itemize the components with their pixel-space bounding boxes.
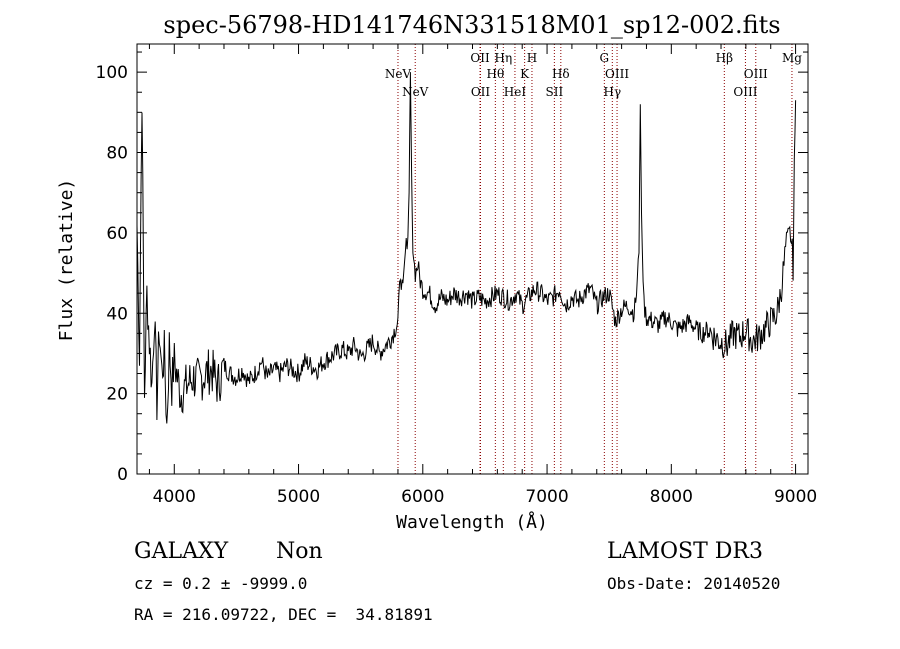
line-marker-label: OII bbox=[470, 51, 490, 65]
spectrum-line bbox=[136, 72, 797, 424]
line-marker-label: Hη bbox=[494, 51, 512, 65]
x-tick-label: 5000 bbox=[277, 487, 320, 507]
x-axis-label: Wavelength (Å) bbox=[396, 511, 548, 533]
x-tick-label: 8000 bbox=[650, 487, 693, 507]
line-marker-label: HeI bbox=[504, 85, 527, 99]
y-tick-label: 100 bbox=[96, 63, 128, 83]
line-marker-label: SII bbox=[546, 85, 564, 99]
redshift-cz: cz = 0.2 ± -9999.0 bbox=[134, 574, 307, 593]
x-axis-ticks: 4000 5000 6000 7000 8000 9000 bbox=[148, 44, 817, 507]
y-tick-label: 0 bbox=[117, 465, 128, 485]
survey-name: LAMOST DR3 bbox=[607, 539, 763, 564]
line-marker-label: NeV bbox=[402, 85, 429, 99]
x-tick-label: 6000 bbox=[401, 487, 444, 507]
line-marker-label: OIII bbox=[744, 67, 768, 81]
coordinates: RA = 216.09722, DEC = 34.81891 bbox=[134, 605, 433, 624]
y-axis-label: Flux (relative) bbox=[56, 179, 77, 342]
line-marker-label: Hδ bbox=[552, 67, 570, 81]
line-marker-label: Hβ bbox=[716, 51, 733, 65]
y-tick-label: 40 bbox=[106, 304, 128, 324]
y-tick-label: 80 bbox=[106, 144, 128, 164]
line-marker-label: OII bbox=[471, 85, 491, 99]
y-tick-label: 20 bbox=[106, 385, 128, 405]
observation-date: Obs-Date: 20140520 bbox=[607, 574, 780, 593]
line-marker-label: H bbox=[527, 51, 537, 65]
x-tick-label: 7000 bbox=[525, 487, 568, 507]
y-axis-ticks: 0 20 40 60 80 100 bbox=[96, 51, 808, 485]
line-marker-label: G bbox=[600, 51, 610, 65]
line-marker-label: OIII bbox=[733, 85, 757, 99]
plot-frame bbox=[136, 43, 809, 475]
x-tick-label: 9000 bbox=[774, 487, 817, 507]
line-marker-label: Mg bbox=[782, 51, 802, 65]
line-marker-label: K bbox=[520, 67, 530, 81]
chart-title: spec-56798-HD141746N331518M01_sp12-002.f… bbox=[163, 11, 780, 39]
emission-line-markers bbox=[397, 44, 793, 474]
line-marker-label: Hγ bbox=[603, 85, 621, 99]
emission-line-labels: NeV NeV OII Hη H Hθ K Hδ OII HeI SII G OIII Hγ Hβ Mg OII… bbox=[385, 51, 802, 99]
y-tick-label: 60 bbox=[106, 224, 128, 244]
object-class: GALAXY bbox=[134, 539, 229, 564]
x-tick-label: 4000 bbox=[153, 487, 196, 507]
object-subclass: Non bbox=[276, 539, 323, 564]
line-marker-label: OIII bbox=[605, 67, 629, 81]
line-marker-label: Hθ bbox=[486, 67, 504, 81]
line-marker-label: NeV bbox=[385, 67, 412, 81]
